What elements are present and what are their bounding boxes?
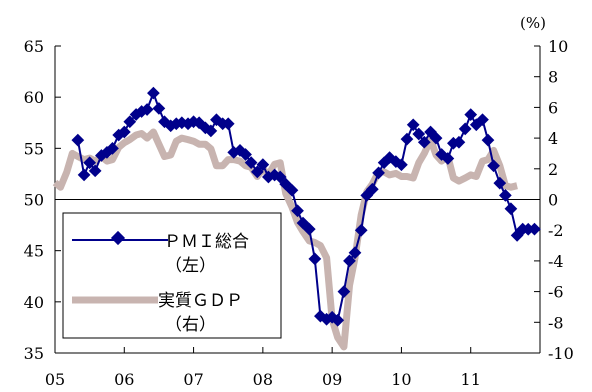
pmi-point: [88, 164, 102, 178]
pmi-point: [221, 117, 235, 131]
x-axis-ticks: 05 06 07 08 09 10 11: [45, 347, 541, 389]
series-pmi: [71, 86, 541, 327]
right-tick-label: -8: [548, 313, 564, 332]
right-axis-unit-label: (%): [520, 14, 546, 32]
right-tick-label: 10: [548, 37, 568, 56]
left-axis-ticks: 35 40 45 50 55 60 65: [24, 37, 61, 363]
pmi-point: [452, 135, 466, 149]
legend-label-gdp-line1: 実質ＧＤＰ: [158, 291, 243, 311]
pmi-point: [400, 132, 414, 146]
right-tick-label: 0: [548, 191, 558, 210]
series-line-gdp: [52, 128, 518, 351]
pmi-point: [481, 133, 495, 147]
pmi-point: [123, 115, 137, 129]
left-tick-label: 50: [24, 191, 44, 210]
left-tick-label: 45: [24, 242, 44, 261]
pmi-point: [499, 189, 512, 202]
left-tick-label: 40: [24, 293, 44, 312]
legend-label-pmi-line1: ＰＭＩ総合: [164, 232, 249, 252]
right-tick-label: 8: [548, 68, 558, 87]
x-tick-label: 10: [391, 370, 411, 389]
x-tick-label: 07: [183, 370, 203, 389]
x-tick-label: 05: [45, 370, 65, 389]
pmi-point: [395, 158, 408, 172]
pmi-point: [204, 124, 218, 138]
right-axis-ticks: -10 -8 -6 -4 -2 0 2 4 6 8 10: [534, 37, 574, 363]
right-tick-label: 2: [548, 160, 558, 179]
x-tick-label: 11: [461, 370, 481, 389]
pmi-point: [244, 156, 258, 170]
pmi-point: [493, 176, 507, 190]
pmi-point: [140, 103, 154, 116]
pmi-point: [412, 127, 426, 141]
left-tick-label: 55: [24, 139, 44, 158]
pmi-point: [83, 156, 97, 170]
legend-box: [62, 212, 282, 339]
right-tick-label: 4: [548, 129, 558, 148]
pmi-point: [147, 86, 160, 100]
legend-label-pmi-line2: （左）: [165, 256, 216, 276]
pmi-point: [71, 133, 85, 147]
pmi-point: [77, 168, 91, 182]
pmi-point: [256, 158, 270, 172]
pmi-point: [343, 254, 356, 268]
right-tick-label: -4: [548, 252, 564, 271]
pmi-point: [464, 108, 478, 121]
x-tick-label: 09: [322, 370, 342, 389]
right-tick-label: -6: [548, 283, 564, 302]
right-tick-label: -2: [548, 221, 564, 240]
x-tick-label: 06: [114, 370, 134, 389]
x-tick-label: 08: [253, 370, 273, 389]
right-tick-label: -10: [548, 344, 574, 363]
pmi-point: [504, 202, 518, 216]
legend-label-gdp-line2: （右）: [165, 315, 216, 335]
pmi-point: [354, 223, 368, 237]
pmi-point: [476, 113, 489, 127]
pmi-point: [441, 152, 455, 165]
legend: ＰＭＩ総合 （左） 実質ＧＤＰ （右）: [62, 212, 282, 339]
series-gdp: [52, 128, 518, 351]
pmi-point: [417, 135, 431, 149]
pmi-point: [302, 222, 316, 236]
left-tick-label: 65: [24, 37, 44, 56]
pmi-point: [285, 183, 299, 197]
left-tick-label: 60: [24, 88, 44, 107]
pmi-point: [331, 313, 345, 327]
pmi-point: [291, 204, 304, 218]
pmi-point: [152, 102, 166, 115]
pmi-point: [429, 131, 443, 145]
pmi-point: [372, 166, 385, 180]
right-tick-label: 6: [548, 98, 558, 117]
pmi-point: [458, 122, 472, 136]
pmi-point: [117, 125, 131, 139]
pmi-point: [365, 182, 379, 196]
pmi-point: [308, 252, 322, 266]
left-tick-label: 35: [24, 344, 44, 363]
